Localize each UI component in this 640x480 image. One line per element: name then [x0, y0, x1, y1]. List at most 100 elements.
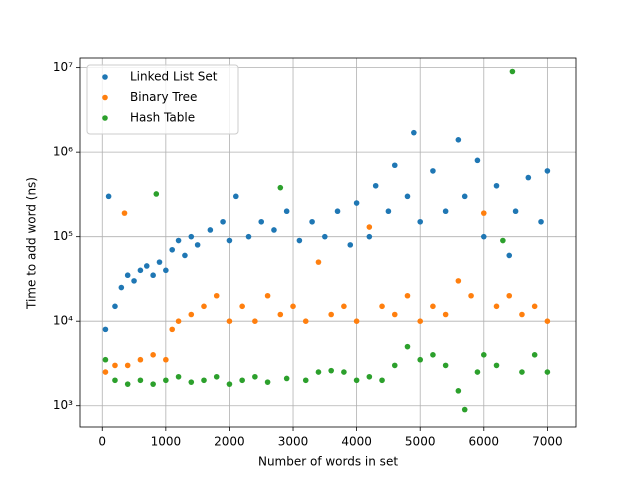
data-point	[334, 208, 341, 215]
data-point	[531, 303, 538, 310]
data-point	[283, 375, 290, 382]
data-point	[347, 242, 354, 248]
y-tick-label: 10⁷	[53, 60, 73, 74]
data-point	[150, 352, 156, 358]
data-point	[169, 326, 176, 333]
data-point	[252, 318, 258, 324]
data-point	[404, 193, 411, 200]
data-point	[290, 303, 296, 310]
data-point	[411, 129, 417, 136]
data-point	[493, 182, 500, 189]
data-point	[169, 246, 176, 253]
data-point	[302, 318, 309, 324]
data-point	[264, 379, 271, 385]
data-point	[544, 318, 551, 324]
data-point	[455, 278, 462, 284]
data-point	[105, 193, 112, 200]
data-point	[474, 157, 481, 164]
y-axis-label: Time to add word (ns)	[25, 177, 39, 310]
data-point	[417, 218, 424, 225]
data-point	[519, 369, 525, 375]
data-point	[121, 210, 128, 216]
data-point	[315, 369, 322, 375]
data-point	[226, 318, 233, 324]
data-point	[271, 227, 277, 233]
data-point	[124, 381, 131, 387]
x-tick-label: 1000	[151, 435, 182, 449]
plot-frame	[79, 57, 577, 428]
data-point	[118, 284, 125, 291]
y-tick-label: 10³	[53, 398, 73, 412]
data-point	[112, 377, 118, 384]
data-point	[201, 377, 207, 384]
data-point	[188, 233, 195, 240]
data-point	[391, 162, 398, 169]
data-point	[283, 208, 290, 215]
data-point	[124, 362, 131, 369]
data-point	[182, 252, 188, 259]
data-point	[258, 218, 265, 225]
legend-label: Linked List Set	[130, 70, 218, 84]
legend-box	[86, 64, 239, 135]
data-point	[163, 377, 169, 384]
data-point	[430, 303, 436, 310]
data-point	[480, 210, 487, 216]
data-point	[512, 208, 519, 215]
data-point	[341, 369, 347, 375]
legend-marker	[102, 74, 108, 80]
data-point	[137, 356, 144, 363]
data-point	[461, 193, 468, 200]
legend-marker	[102, 94, 108, 101]
data-point	[137, 267, 144, 274]
data-point	[239, 377, 245, 384]
data-point	[201, 303, 207, 310]
data-point	[417, 356, 424, 363]
data-point	[379, 303, 385, 310]
data-point	[150, 272, 156, 279]
data-point	[366, 373, 373, 380]
y-tick-label: 10⁶	[53, 145, 73, 159]
data-point	[102, 369, 109, 375]
y-tick-label: 10⁵	[53, 229, 73, 243]
data-point	[353, 318, 360, 324]
data-point	[480, 352, 487, 358]
data-point	[226, 237, 233, 244]
data-point	[404, 343, 411, 350]
x-tick-label: 4000	[341, 435, 372, 449]
data-point	[430, 168, 436, 174]
data-point	[500, 237, 506, 244]
x-tick-label: 6000	[469, 435, 500, 449]
data-point	[509, 68, 516, 75]
data-point	[245, 233, 252, 240]
data-point	[366, 224, 373, 230]
data-point	[175, 237, 182, 244]
data-point	[207, 227, 214, 233]
data-point	[385, 208, 392, 215]
data-point	[328, 311, 334, 318]
data-point	[417, 318, 424, 324]
data-point	[131, 278, 137, 284]
data-point	[379, 377, 385, 384]
legend-marker	[102, 115, 108, 121]
data-point	[194, 242, 201, 248]
data-point	[372, 182, 379, 189]
data-point	[232, 193, 239, 200]
data-point	[296, 237, 303, 244]
data-point	[137, 377, 144, 384]
data-point	[404, 292, 411, 299]
data-point	[328, 367, 334, 374]
data-point	[156, 259, 163, 265]
x-tick-label: 2000	[214, 435, 245, 449]
data-point	[309, 218, 315, 225]
data-point	[153, 191, 160, 197]
legend-label: Hash Table	[130, 111, 195, 125]
data-point	[366, 233, 373, 240]
legend-label: Binary Tree	[130, 90, 197, 104]
data-point	[442, 208, 449, 215]
data-point	[430, 352, 436, 358]
data-point	[544, 168, 551, 174]
data-point	[474, 369, 481, 375]
data-point	[506, 252, 513, 259]
data-point	[175, 373, 182, 380]
data-point	[525, 174, 532, 181]
